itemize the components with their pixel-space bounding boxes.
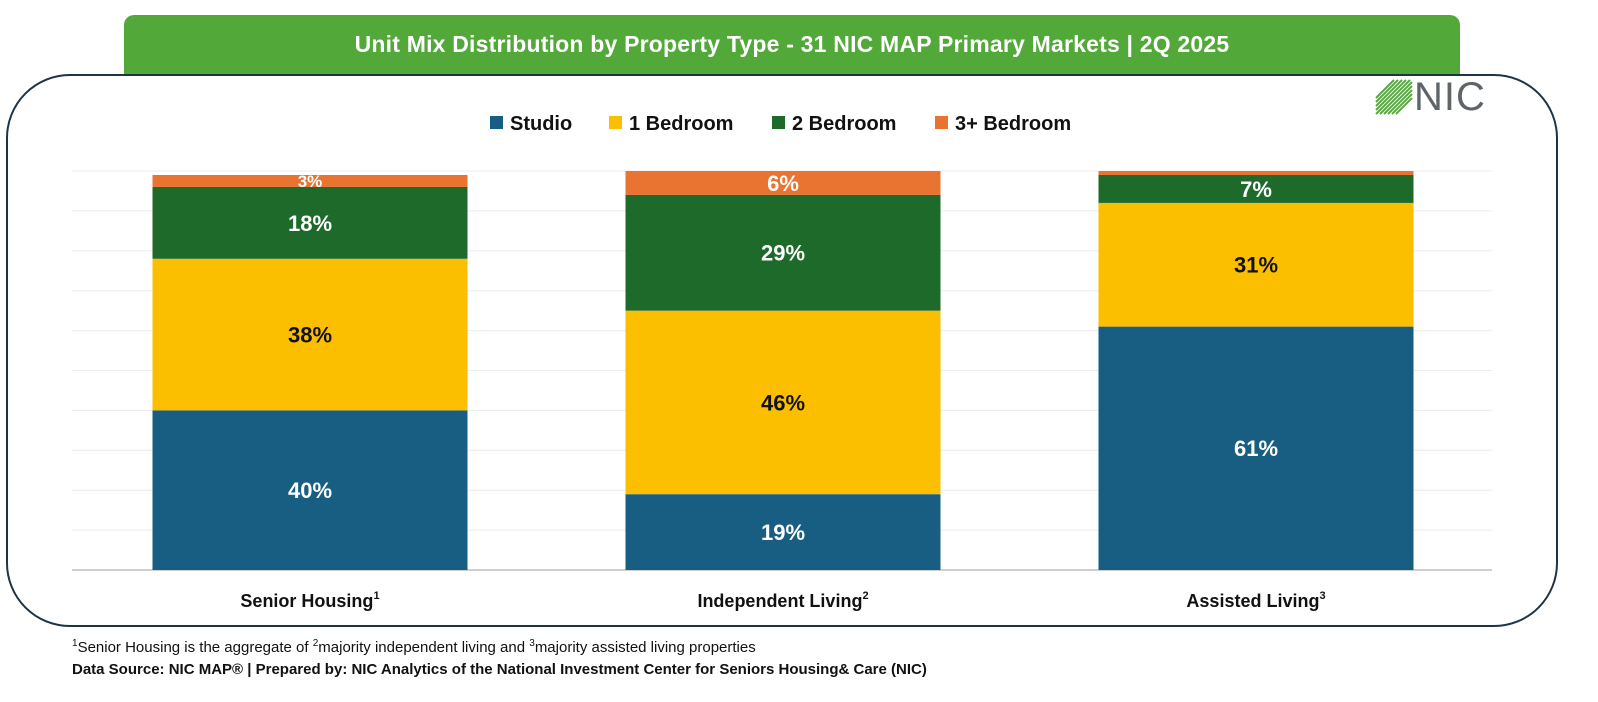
data-label: 46% (761, 390, 805, 415)
x-tick-label: Senior Housing1 (240, 590, 379, 611)
data-label: 7% (1240, 177, 1272, 202)
nic-logo-icon (1375, 79, 1413, 115)
data-labels: 40% 38% 18% 3% 19% 46% 29% 6% 61% 31% 7% (288, 171, 1278, 545)
bar-segment (1098, 202, 1414, 327)
logo-text: NIC (1414, 75, 1486, 119)
bar-segment (152, 258, 468, 411)
data-label: 61% (1234, 436, 1278, 461)
x-tick-label: Assisted Living3 (1186, 590, 1325, 611)
legend-swatch (490, 116, 503, 129)
data-label: 38% (288, 323, 332, 348)
chart-title: Unit Mix Distribution by Property Type -… (124, 15, 1460, 77)
bars (152, 171, 1414, 570)
bar-segment (1098, 171, 1414, 175)
legend-swatch (935, 116, 948, 129)
legend-swatch (609, 116, 622, 129)
data-label: 29% (761, 241, 805, 266)
bar-segment (625, 494, 941, 570)
legend-swatch (772, 116, 785, 129)
bar-segment (625, 194, 941, 311)
legend: Studio 1 Bedroom 2 Bedroom 3+ Bedroom (490, 113, 1071, 135)
data-label: 40% (288, 478, 332, 503)
legend-label: 2 Bedroom (792, 113, 896, 135)
bar-segment (152, 174, 468, 187)
data-label: 18% (288, 211, 332, 236)
x-tick-label: Independent Living2 (697, 590, 868, 611)
data-label: 19% (761, 520, 805, 545)
data-label: 31% (1234, 253, 1278, 278)
legend-label: 1 Bedroom (629, 113, 733, 135)
data-label: 3% (298, 172, 323, 191)
footnote: 1Senior Housing is the aggregate of 2maj… (72, 638, 756, 656)
data-source: Data Source: NIC MAP® | Prepared by: NIC… (72, 661, 927, 678)
bar-segment (1098, 326, 1414, 570)
legend-label: 3+ Bedroom (955, 113, 1071, 135)
legend-label: Studio (510, 113, 572, 135)
data-label: 6% (767, 171, 799, 196)
bar-segment (625, 310, 941, 495)
bar-segment (152, 410, 468, 570)
bar-segment (1098, 174, 1414, 203)
bar-segment (625, 171, 941, 195)
x-axis-labels: Senior Housing1 Independent Living2 Assist… (240, 590, 1325, 611)
bar-segment (152, 186, 468, 259)
